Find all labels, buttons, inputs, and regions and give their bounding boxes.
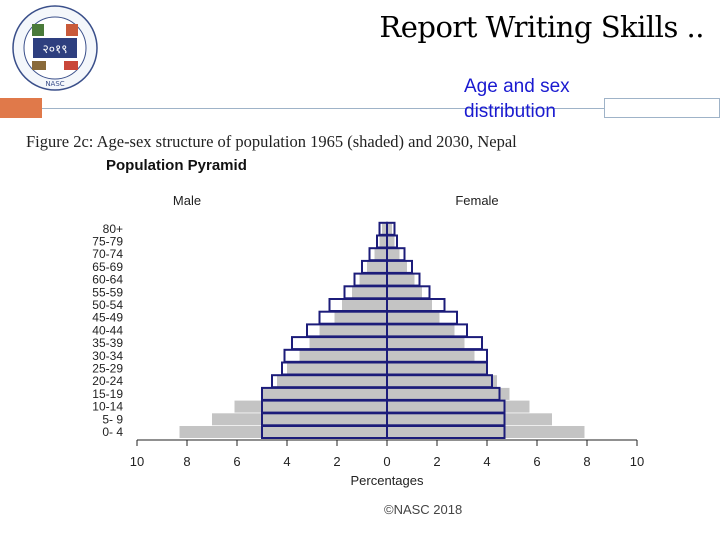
age-label-5: 25-29 [92, 362, 123, 376]
x-tick-label-10: 10 [630, 454, 644, 469]
age-label-16: 80+ [103, 222, 123, 236]
bar-1965-male-4 [277, 375, 387, 388]
bar-1965-female-7 [387, 337, 465, 350]
age-label-1: 5- 9 [102, 412, 123, 426]
age-label-3: 15-19 [92, 387, 123, 401]
slide-subtitle: Age and sex distribution [464, 76, 570, 122]
age-label-13: 65-69 [92, 260, 123, 274]
age-label-15: 75-79 [92, 235, 123, 249]
male-label: Male [173, 193, 201, 208]
logo-text: NASC [45, 80, 64, 88]
bar-1965-female-14 [387, 248, 400, 261]
age-label-7: 35-39 [92, 336, 123, 350]
x-tick-label-9: 8 [583, 454, 590, 469]
page-title: Report Writing Skills .. [379, 10, 704, 44]
bar-1965-male-12 [359, 273, 387, 286]
age-label-8: 40-44 [92, 323, 123, 337]
bar-1965-female-5 [387, 362, 487, 375]
bar-1965-male-5 [287, 362, 387, 375]
x-tick-label-4: 2 [333, 454, 340, 469]
bar-1965-male-10 [342, 299, 387, 311]
bar-1965-male-16 [382, 222, 387, 235]
bar-1965-female-4 [387, 375, 497, 388]
footer-copyright: ©NASC 2018 [384, 502, 463, 517]
bar-1965-female-1 [387, 413, 552, 426]
bar-1965-female-9 [387, 311, 440, 324]
x-tick-label-6: 2 [433, 454, 440, 469]
nasc-emblem-icon: २०१९ NASC [12, 5, 98, 91]
bar-1965-female-0 [387, 426, 585, 438]
bar-1965-female-3 [387, 387, 510, 400]
age-label-14: 70-74 [92, 247, 123, 261]
bar-1965-male-7 [309, 337, 387, 350]
bar-1965-female-10 [387, 299, 432, 311]
bar-1965-female-16 [387, 222, 392, 235]
bar-1965-male-9 [334, 311, 387, 324]
logo-number: २०१९ [43, 42, 68, 56]
age-label-0: 0- 4 [102, 425, 123, 439]
figure-title: Figure 2c: Age-sex structure of populati… [26, 132, 517, 151]
x-tick-label-1: 8 [183, 454, 190, 469]
bar-1965-male-11 [352, 286, 387, 299]
bar-1965-male-13 [367, 260, 387, 273]
bar-2030-female-16 [386, 221, 396, 236]
bar-1965-female-11 [387, 286, 422, 299]
x-axis-title: Percentages [351, 473, 424, 488]
x-tick-label-3: 4 [283, 454, 290, 469]
bar-1965-male-1 [212, 413, 387, 426]
accent-band [0, 98, 42, 118]
x-tick-label-5: 0 [383, 454, 390, 469]
bar-1965-female-8 [387, 324, 455, 337]
age-label-4: 20-24 [92, 374, 123, 388]
bar-1965-male-3 [262, 387, 387, 400]
x-tick-label-7: 4 [483, 454, 490, 469]
age-label-9: 45-49 [92, 311, 123, 325]
female-label: Female [455, 193, 498, 208]
bar-1965-male-0 [179, 426, 387, 438]
nasc-logo: २०१९ NASC [6, 4, 104, 92]
age-label-10: 50-54 [92, 298, 123, 312]
bar-1965-female-12 [387, 273, 415, 286]
bar-1965-male-14 [374, 248, 387, 261]
bar-1965-female-6 [387, 349, 475, 362]
bar-1965-female-2 [387, 400, 530, 413]
age-label-6: 30-34 [92, 349, 123, 363]
bar-1965-female-15 [387, 235, 395, 248]
x-tick-label-2: 6 [233, 454, 240, 469]
pyramid-label: Population Pyramid [106, 157, 247, 174]
header-divider [42, 108, 604, 109]
bar-1965-male-2 [234, 400, 387, 413]
bar-1965-female-13 [387, 260, 407, 273]
x-tick-label-0: 10 [130, 454, 144, 469]
bar-1965-male-15 [379, 235, 387, 248]
age-label-11: 55-59 [92, 285, 123, 299]
bar-1965-male-8 [319, 324, 387, 337]
bar-1965-male-6 [299, 349, 387, 362]
x-tick-label-8: 6 [533, 454, 540, 469]
age-label-12: 60-64 [92, 273, 123, 287]
age-label-2: 10-14 [92, 400, 123, 414]
